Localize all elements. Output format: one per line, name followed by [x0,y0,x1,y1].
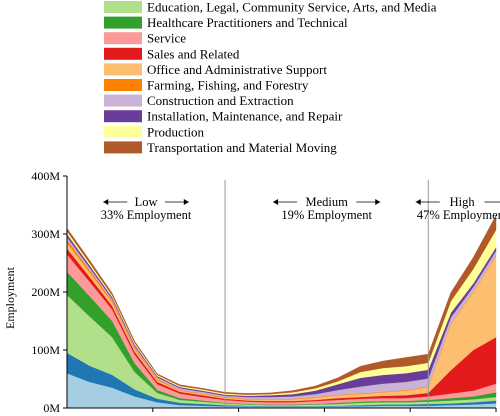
area-transportation [66,215,497,395]
region-arrowhead-left [415,199,421,205]
y-tick-label: 0M [43,401,60,415]
region-share: 33% Employment [101,208,192,222]
legend-entry: Production [147,124,205,139]
legend-swatch [104,79,142,91]
legend: Education, Legal, Community Service, Art… [104,0,437,155]
legend-entry: Transportation and Material Moving [147,140,337,155]
y-tick-label: 100M [31,343,60,357]
legend-swatch [104,32,142,45]
legend-entry: Office and Administrative Support [147,62,327,77]
legend-swatch [104,110,142,123]
legend-entry: Sales and Related [147,46,240,61]
region-share: 19% Employment [281,208,372,222]
region-share: 47% Employment [417,208,500,222]
y-tick-label: 400M [31,169,60,183]
axes: 0M 100M 200M 300M 400M [31,169,497,415]
region-name: Low [135,195,158,209]
legend-swatch [104,1,142,13]
legend-entry: Healthcare Practitioners and Technical [147,15,348,30]
region-dividers [224,180,429,408]
legend-entry: Installation, Maintenance, and Repair [147,109,343,124]
legend-entry: Farming, Fishing, and Forestry [147,78,309,93]
region-name: High [450,195,476,209]
legend-swatch [104,63,142,76]
legend-swatch [104,125,142,138]
legend-swatch [104,94,142,107]
legend-entry: Construction and Extraction [147,93,294,108]
legend-swatch [104,47,142,60]
legend-swatch [104,16,142,29]
region-arrowhead-right [375,199,381,205]
region-arrowhead-left [273,199,279,205]
region-arrowhead-right [183,199,189,205]
region-name: Medium [305,195,348,209]
y-tick-label: 300M [31,227,60,241]
y-axis-label: Employment [3,266,17,329]
y-tick-label: 200M [31,285,60,299]
legend-entry: Service [147,31,186,46]
region-arrowhead-left [103,199,109,205]
legend-entry: Education, Legal, Community Service, Art… [147,0,437,15]
areas [66,215,497,409]
legend-swatch [104,141,142,154]
